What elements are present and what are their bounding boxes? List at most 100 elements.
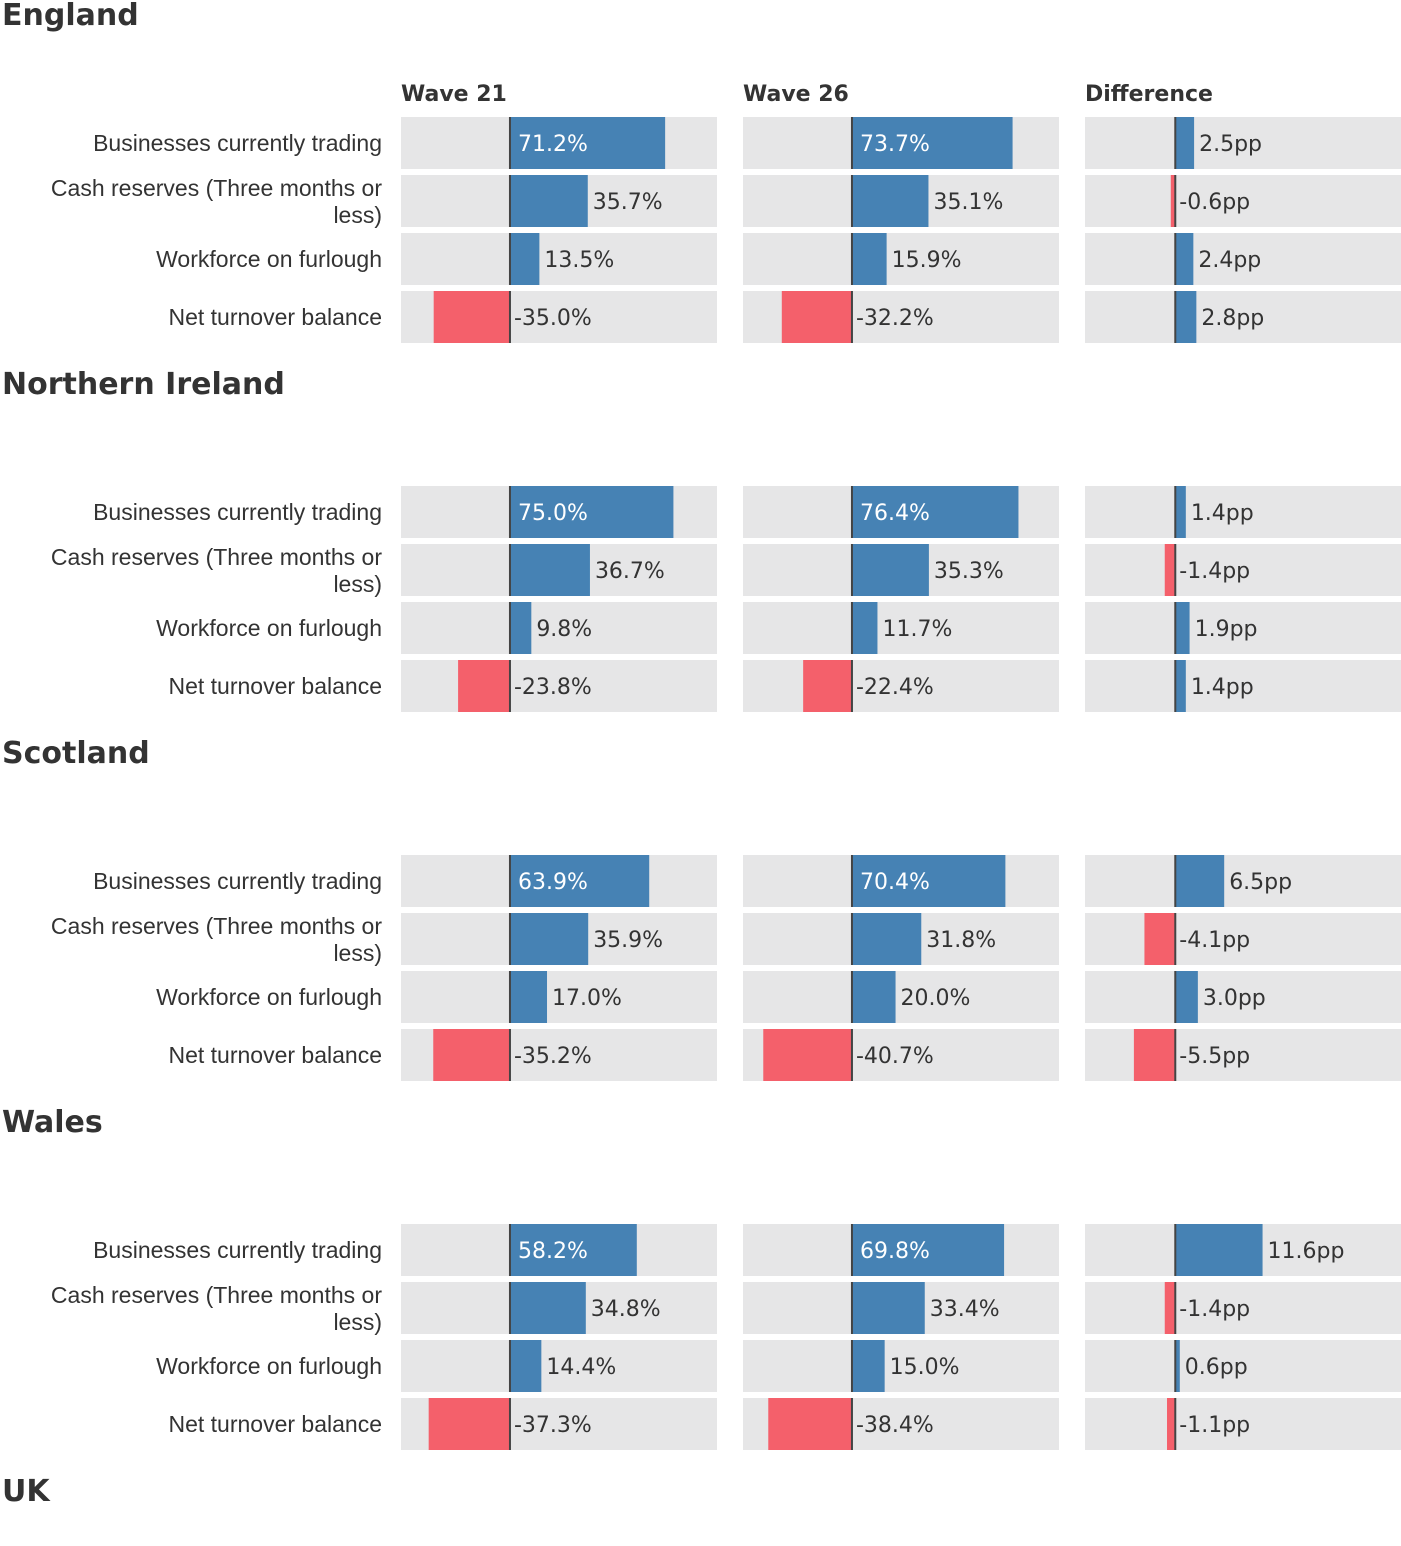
value-label: 6.5pp	[1229, 870, 1292, 895]
region-uk: UK	[2, 1474, 51, 1509]
bar-background	[1085, 913, 1401, 965]
cell-difference: 1.9pp	[1085, 602, 1401, 654]
value-label: 35.9%	[593, 928, 663, 953]
bar	[1175, 971, 1198, 1023]
bar	[1144, 913, 1176, 965]
value-label: 35.3%	[934, 559, 1004, 584]
value-label: 34.8%	[591, 1297, 661, 1322]
value-label: -23.8%	[514, 675, 592, 700]
bar	[509, 1282, 586, 1334]
region-wales: Wales Businesses currently trading 58.2% 69…	[2, 1105, 1401, 1450]
bar	[1175, 486, 1186, 538]
cell-wave26: 15.9%	[743, 233, 1059, 285]
bar	[1133, 1029, 1176, 1081]
cell-wave26: -40.7%	[743, 1029, 1059, 1081]
row-label-workforce-on-furlough: Workforce on furlough	[156, 615, 382, 641]
column-header-difference: Difference	[1085, 82, 1213, 107]
cell-wave21: 71.2%	[401, 117, 717, 169]
bar-background	[1085, 660, 1401, 712]
cell-difference: 3.0pp	[1085, 971, 1401, 1023]
value-label: 15.0%	[890, 1355, 960, 1380]
cell-wave21: 34.8%	[401, 1282, 717, 1334]
bar	[509, 486, 674, 538]
cell-difference: -4.1pp	[1085, 913, 1401, 965]
value-label: 76.4%	[860, 501, 930, 526]
value-label: 3.0pp	[1203, 986, 1266, 1011]
cell-wave21: 35.7%	[401, 175, 717, 227]
bar-background	[401, 660, 717, 712]
value-label: 33.4%	[930, 1297, 1000, 1322]
bar-background	[1085, 175, 1401, 227]
bar	[509, 1224, 637, 1276]
bar	[1175, 233, 1194, 285]
region-scotland: Scotland Businesses currently trading 63.9…	[2, 736, 1401, 1081]
bar-background	[1085, 233, 1401, 285]
cell-wave21: -35.2%	[401, 1029, 717, 1081]
cell-difference: 6.5pp	[1085, 855, 1401, 907]
bar	[509, 971, 548, 1023]
bar	[1175, 660, 1186, 712]
cell-wave26: 73.7%	[743, 117, 1059, 169]
value-label: 11.6pp	[1268, 1239, 1345, 1264]
cell-difference: 1.4pp	[1085, 660, 1401, 712]
cell-wave21: 58.2%	[401, 1224, 717, 1276]
cell-difference: -0.6pp	[1085, 175, 1401, 227]
value-label: 73.7%	[860, 132, 930, 157]
value-label: -1.1pp	[1179, 1413, 1250, 1438]
value-label: 0.6pp	[1185, 1355, 1248, 1380]
bar	[851, 1224, 1005, 1276]
column-header-wave-21: Wave 21	[401, 82, 507, 107]
cell-wave21: 13.5%	[401, 233, 717, 285]
cell-wave21: -23.8%	[401, 660, 717, 712]
bar	[509, 1340, 542, 1392]
cell-wave26: 11.7%	[743, 602, 1059, 654]
bar-background	[1085, 602, 1401, 654]
bar	[851, 117, 1013, 169]
bar	[1170, 175, 1176, 227]
cell-difference: 11.6pp	[1085, 1224, 1401, 1276]
cell-wave26: 69.8%	[743, 1224, 1059, 1276]
cell-difference: 2.4pp	[1085, 233, 1401, 285]
bar	[851, 544, 929, 596]
row-label-cash-reserves-three-months-or-less: Cash reserves (Three months or less)	[51, 544, 382, 597]
bar	[851, 602, 878, 654]
cell-wave26: 31.8%	[743, 913, 1059, 965]
row-label-workforce-on-furlough: Workforce on furlough	[156, 984, 382, 1010]
bar-background	[1085, 117, 1401, 169]
cell-wave26: 70.4%	[743, 855, 1059, 907]
bar-background	[743, 1340, 1059, 1392]
cell-wave26: 76.4%	[743, 486, 1059, 538]
value-label: 69.8%	[860, 1239, 930, 1264]
bar	[1175, 1224, 1263, 1276]
bar	[1175, 855, 1225, 907]
value-label: 75.0%	[518, 501, 588, 526]
value-label: -1.4pp	[1179, 559, 1250, 584]
value-label: 1.4pp	[1191, 501, 1254, 526]
bar-background	[1085, 1282, 1401, 1334]
cell-difference: 1.4pp	[1085, 486, 1401, 538]
bar	[1175, 602, 1190, 654]
value-label: -35.2%	[514, 1044, 592, 1069]
row-label-businesses-currently-trading: Businesses currently trading	[93, 868, 382, 894]
value-label: -0.6pp	[1179, 190, 1250, 215]
bar	[509, 913, 589, 965]
value-label: -37.3%	[514, 1413, 592, 1438]
bar	[781, 291, 852, 343]
bar-background	[1085, 1340, 1401, 1392]
row-label-net-turnover-balance: Net turnover balance	[168, 1411, 382, 1437]
value-label: 1.9pp	[1195, 617, 1258, 642]
region-title: England	[2, 0, 139, 33]
value-label: -35.0%	[514, 306, 592, 331]
cell-wave26: -32.2%	[743, 291, 1059, 343]
bar-background	[1085, 855, 1401, 907]
cell-wave26: -22.4%	[743, 660, 1059, 712]
bar-background	[401, 1340, 717, 1392]
bar	[433, 1029, 510, 1081]
bar	[509, 544, 590, 596]
bar	[768, 1398, 852, 1450]
value-label: 11.7%	[882, 617, 952, 642]
row-label-cash-reserves-three-months-or-less: Cash reserves (Three months or less)	[51, 1282, 382, 1335]
value-label: -32.2%	[856, 306, 934, 331]
cell-wave21: 63.9%	[401, 855, 717, 907]
row-label-businesses-currently-trading: Businesses currently trading	[93, 499, 382, 525]
